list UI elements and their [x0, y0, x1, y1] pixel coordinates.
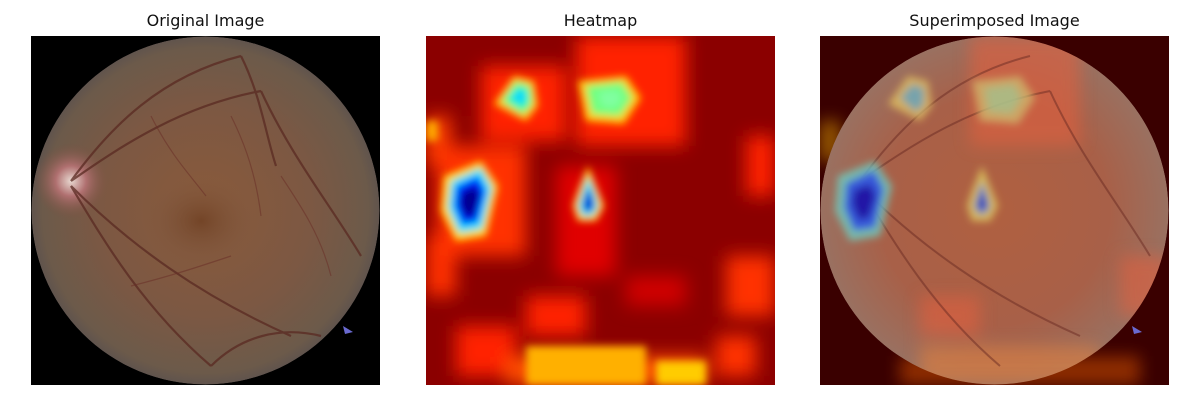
- heatmap-title: Heatmap: [563, 11, 638, 30]
- heatmap-image: [426, 36, 775, 385]
- original-image-panel: Original Image: [31, 0, 380, 400]
- original-fundus-image: [31, 36, 380, 385]
- superimposed-image-title: Superimposed Image: [909, 11, 1080, 30]
- heatmap-panel: Heatmap: [426, 0, 775, 400]
- superimposed-image: [820, 36, 1169, 385]
- superimposed-image-panel: Superimposed Image: [820, 0, 1169, 400]
- original-image-title: Original Image: [146, 11, 265, 30]
